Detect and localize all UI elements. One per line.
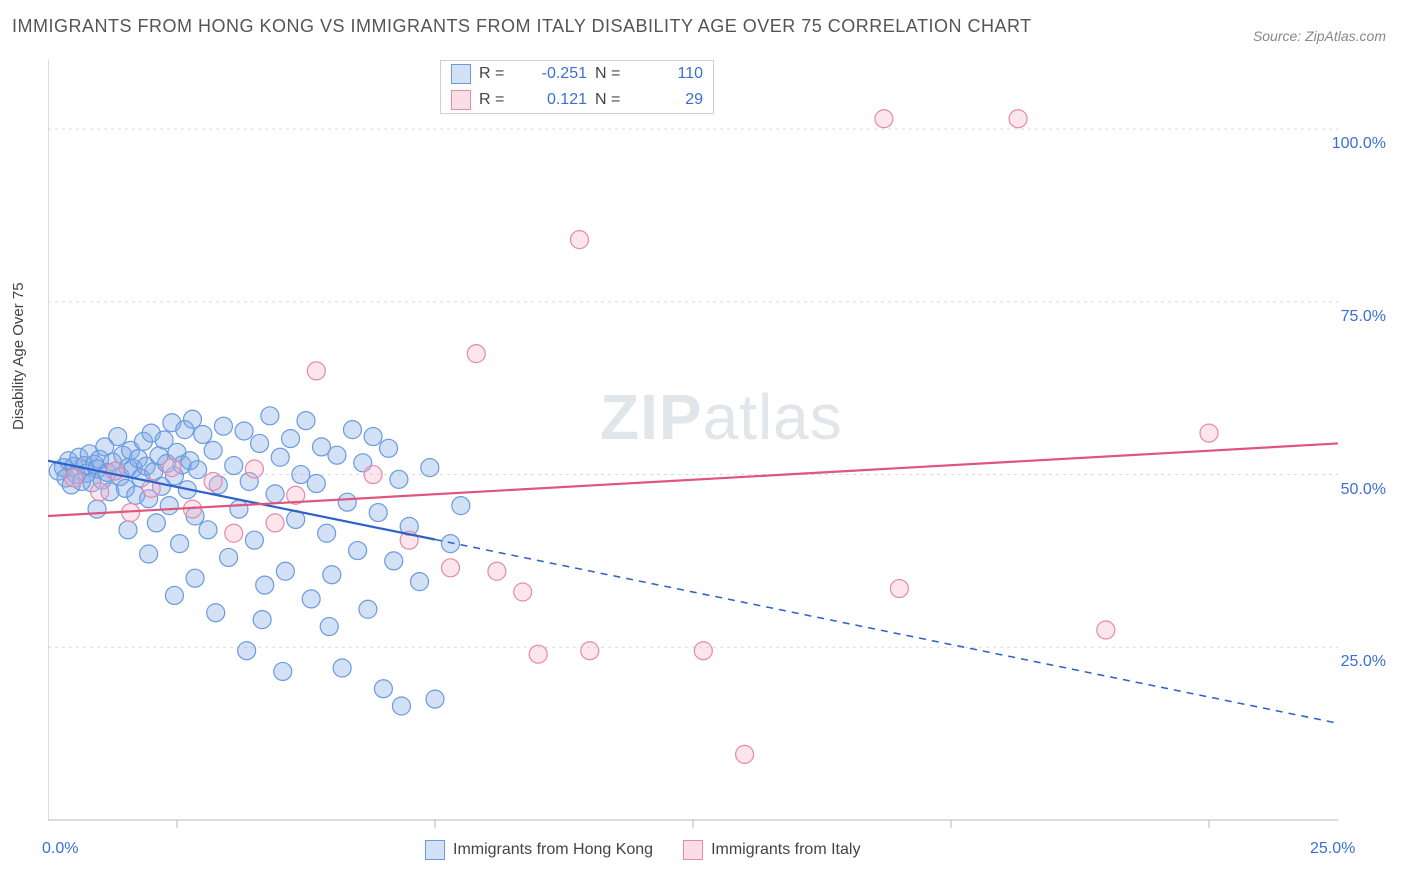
legend-label-hk: Immigrants from Hong Kong <box>453 841 653 859</box>
swatch-blue-icon <box>425 840 445 860</box>
swatch-blue-icon <box>451 64 471 84</box>
r-value-hk: -0.251 <box>517 65 587 83</box>
n-label: N = <box>595 65 625 83</box>
legend-label-it: Immigrants from Italy <box>711 841 860 859</box>
legend-row-it: R = 0.121 N = 29 <box>441 87 713 113</box>
correlation-legend: R = -0.251 N = 110 R = 0.121 N = 29 <box>440 60 714 114</box>
legend-item-it: Immigrants from Italy <box>683 840 860 860</box>
n-value-hk: 110 <box>633 65 703 83</box>
x-tick-label: 0.0% <box>42 840 78 858</box>
series-legend: Immigrants from Hong Kong Immigrants fro… <box>425 840 860 860</box>
y-tick-label: 100.0% <box>1332 135 1386 153</box>
r-label: R = <box>479 91 509 109</box>
r-value-it: 0.121 <box>517 91 587 109</box>
y-axis-label: Disability Age Over 75 <box>10 282 27 430</box>
y-tick-label: 75.0% <box>1341 308 1386 326</box>
swatch-pink-icon <box>683 840 703 860</box>
swatch-pink-icon <box>451 90 471 110</box>
y-tick-label: 50.0% <box>1341 481 1386 499</box>
x-tick-label: 25.0% <box>1310 840 1355 858</box>
n-value-it: 29 <box>633 91 703 109</box>
legend-item-hk: Immigrants from Hong Kong <box>425 840 653 860</box>
legend-row-hk: R = -0.251 N = 110 <box>441 61 713 87</box>
source-label: Source: ZipAtlas.com <box>1253 28 1386 44</box>
r-label: R = <box>479 65 509 83</box>
y-tick-label: 25.0% <box>1341 653 1386 671</box>
chart-title: IMMIGRANTS FROM HONG KONG VS IMMIGRANTS … <box>12 16 1032 37</box>
plot-area <box>48 60 1378 830</box>
n-label: N = <box>595 91 625 109</box>
